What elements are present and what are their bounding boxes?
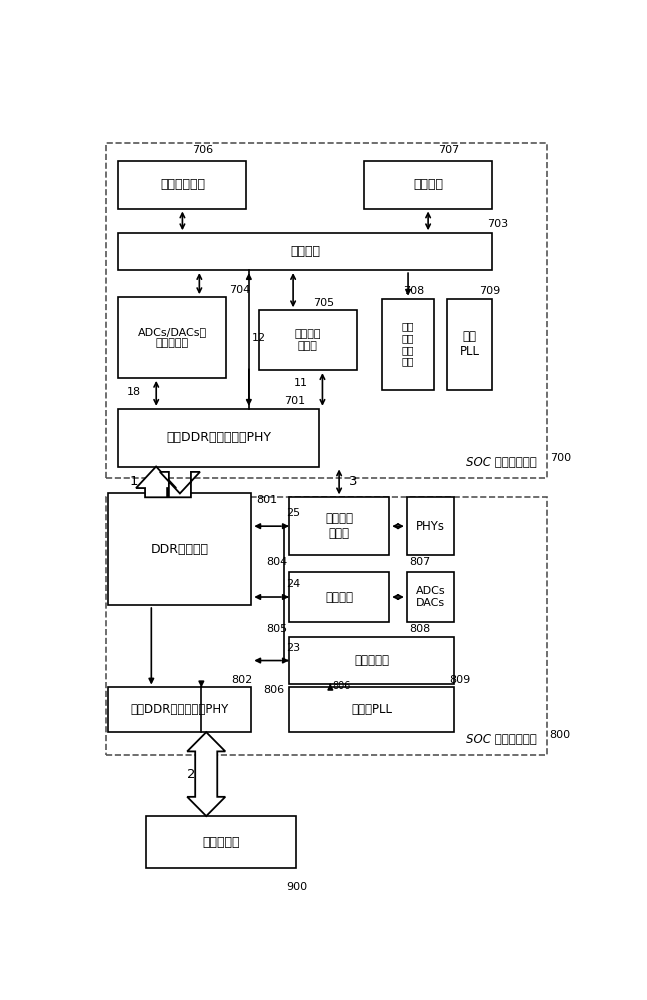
Text: 706: 706	[192, 145, 214, 155]
Text: 协处理单元: 协处理单元	[354, 654, 389, 667]
Text: SOC 第二部分电路: SOC 第二部分电路	[466, 733, 537, 746]
Text: 计算单元: 计算单元	[413, 178, 443, 191]
Text: 801: 801	[256, 495, 278, 505]
Bar	[259, 310, 356, 370]
Text: 24: 24	[287, 579, 301, 589]
Text: 11: 11	[293, 378, 307, 388]
Text: 705: 705	[313, 298, 334, 308]
Text: 809: 809	[450, 675, 470, 685]
Text: 808: 808	[410, 624, 430, 634]
Text: 704: 704	[229, 285, 250, 295]
Bar	[106, 497, 547, 755]
Text: 18: 18	[127, 387, 141, 397]
Text: 12: 12	[251, 333, 265, 343]
Bar	[118, 161, 247, 209]
Text: 事务处理单元: 事务处理单元	[160, 178, 205, 191]
Text: 片上总线: 片上总线	[291, 245, 320, 258]
Text: 3: 3	[349, 475, 358, 488]
Text: 701: 701	[284, 396, 305, 406]
Text: 高速接口
应用层: 高速接口 应用层	[294, 329, 321, 351]
Text: ADCs
DACs: ADCs DACs	[416, 586, 445, 608]
Text: 707: 707	[438, 145, 459, 155]
Text: 700: 700	[550, 453, 571, 463]
Bar	[364, 161, 492, 209]
Text: 802: 802	[232, 675, 252, 685]
Bar	[289, 637, 454, 684]
Text: 703: 703	[487, 219, 508, 229]
Text: 900: 900	[287, 882, 307, 892]
Text: ADCs/DACs数
据流协议层: ADCs/DACs数 据流协议层	[138, 327, 207, 348]
Text: 系统
PLL: 系统 PLL	[459, 330, 479, 358]
Bar	[118, 297, 226, 378]
Bar	[146, 816, 296, 868]
Text: 806: 806	[263, 685, 284, 695]
Text: 25: 25	[287, 508, 301, 518]
Bar	[109, 687, 251, 732]
Text: 外部存储器: 外部存储器	[203, 836, 240, 849]
Text: SOC 第一部分电路: SOC 第一部分电路	[466, 456, 537, 469]
Bar	[382, 299, 434, 389]
Text: 807: 807	[410, 557, 430, 567]
Bar	[289, 572, 389, 622]
Text: 第二DDR主控制器及PHY: 第二DDR主控制器及PHY	[131, 703, 229, 716]
Text: 806: 806	[333, 681, 351, 691]
Bar	[118, 409, 319, 466]
Bar	[407, 572, 454, 622]
Bar	[447, 299, 492, 389]
Text: 709: 709	[479, 286, 501, 296]
Bar	[118, 233, 492, 270]
Bar	[289, 497, 389, 555]
Text: 1: 1	[129, 475, 138, 488]
Bar	[109, 493, 251, 605]
Polygon shape	[136, 466, 176, 497]
Text: DDR从控制器: DDR从控制器	[151, 543, 209, 556]
Polygon shape	[187, 732, 225, 816]
Text: 800: 800	[550, 730, 571, 740]
Polygon shape	[160, 472, 200, 497]
Text: 高速接口
协议层: 高速接口 协议层	[325, 512, 353, 540]
Text: 音视频PLL: 音视频PLL	[351, 703, 392, 716]
Text: 804: 804	[267, 557, 288, 567]
Bar	[289, 687, 454, 732]
Text: 2: 2	[187, 768, 195, 781]
Text: 数字接口: 数字接口	[325, 591, 353, 604]
Text: 708: 708	[403, 286, 424, 296]
Text: 第一DDR主控制器及PHY: 第一DDR主控制器及PHY	[166, 431, 271, 444]
Bar	[106, 143, 547, 478]
Bar	[407, 497, 454, 555]
Text: 805: 805	[267, 624, 287, 634]
Text: 存储
通信
数字
接口: 存储 通信 数字 接口	[402, 322, 414, 366]
Text: PHYs: PHYs	[416, 520, 445, 533]
Text: 23: 23	[287, 643, 301, 653]
